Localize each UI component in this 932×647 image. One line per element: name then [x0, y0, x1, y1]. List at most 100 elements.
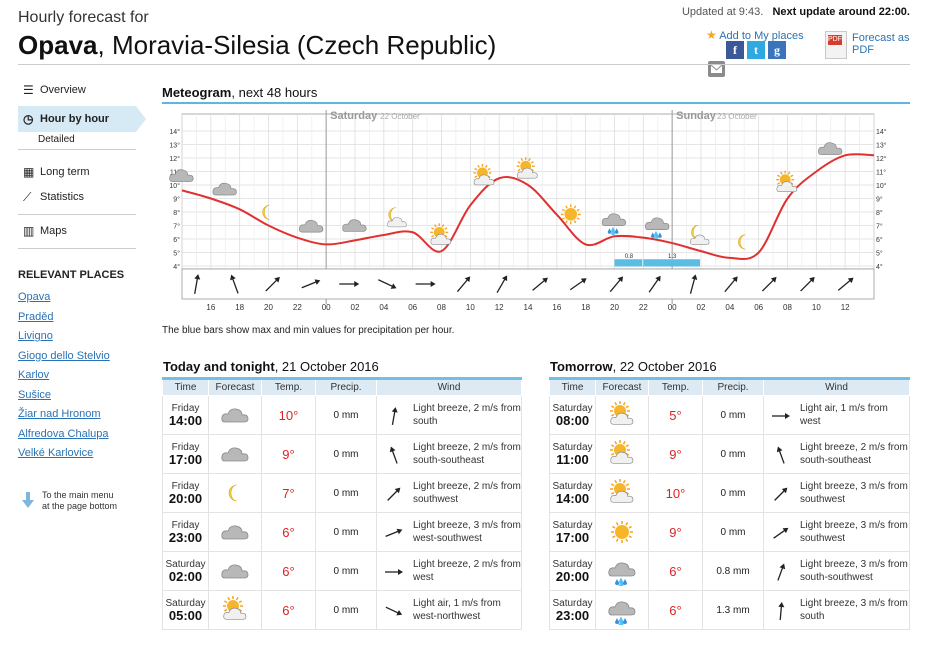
wind-arrow-icon	[837, 277, 854, 291]
weather-cloud-icon	[221, 447, 249, 462]
mail-icon[interactable]	[708, 61, 725, 77]
x-tick-label: 12	[495, 303, 504, 312]
column-header: Forecast	[595, 378, 649, 396]
row-day: Saturday	[552, 441, 593, 453]
twitter-icon[interactable]: t	[747, 41, 765, 59]
place-link[interactable]: Opava	[18, 291, 51, 303]
place-link[interactable]: Giogo dello Stelvio	[18, 349, 110, 362]
wind-arrow-icon	[230, 274, 239, 294]
pdf-link[interactable]: Forecast as PDF	[852, 32, 909, 56]
table-row: Friday 14:00 10° 0 mm Light breeze, 2 m/s…	[162, 395, 522, 435]
wind-arrow-icon	[194, 274, 201, 294]
place-link[interactable]: Karlov	[18, 369, 50, 381]
row-day: Saturday	[552, 597, 593, 609]
y-tick-label: 7°	[876, 223, 883, 231]
pdf-icon[interactable]: PDF	[825, 31, 847, 59]
wind-arrow-icon	[648, 275, 661, 293]
page-title: Opava, Moravia-Silesia (Czech Republic)	[18, 30, 496, 61]
column-header: Forecast	[208, 378, 262, 396]
wind-text: Light breeze, 3 m/s from west-southwest	[413, 520, 521, 544]
wind-arrow-icon	[778, 602, 785, 621]
day-label: Saturday	[330, 110, 378, 122]
precip-cell: 0 mm	[315, 590, 377, 630]
next-update: Next update around 22:00.	[772, 6, 910, 18]
row-day: Saturday	[552, 519, 593, 531]
place-link[interactable]: Alfredova Chalupa	[18, 427, 109, 440]
row-hour: 20:00	[555, 568, 590, 584]
relevant-places-list: Opava Praděd Livigno Giogo dello Stelvio…	[18, 291, 136, 467]
x-tick-label: 12	[841, 303, 850, 312]
chart-icon: ⟋	[23, 190, 32, 204]
place-link[interactable]: Velké Karlovice	[18, 447, 94, 459]
wind-arrow-icon	[389, 446, 398, 464]
place-link[interactable]: Livigno	[18, 330, 53, 342]
wind-arrow-icon	[569, 278, 587, 291]
wind-arrow-icon	[265, 276, 280, 292]
to-main-menu-link[interactable]: To the main menu at the page bottom	[18, 490, 136, 512]
calendar-icon: ▦	[23, 165, 35, 179]
wind-text: Light air, 1 m/s from west	[800, 403, 888, 427]
temp-cell: 9°	[648, 512, 703, 552]
tomorrow-date: , 22 October 2016	[612, 359, 717, 374]
nav-maps[interactable]: ▥ Maps	[18, 219, 136, 244]
add-to-places-link[interactable]: ★ Add to My places	[706, 28, 804, 42]
column-header: Time	[162, 378, 209, 396]
weather-rain-icon: 💧	[608, 562, 636, 586]
weather-symbol-moon-cloud-icon	[689, 224, 710, 245]
weather-symbol-sun-cloud-icon	[473, 163, 495, 186]
time-cell: Saturday 11:00	[549, 434, 596, 474]
column-header: Time	[549, 378, 596, 396]
today-table: Time Forecast Temp. Precip. Wind Friday 14:00…	[162, 377, 522, 630]
x-tick-label: 00	[322, 303, 331, 312]
temp-cell: 6°	[261, 551, 316, 591]
precip-cell: 0.8 mm	[702, 551, 764, 591]
wind-arrow-icon	[385, 606, 403, 616]
y-tick-label: 5°	[173, 250, 180, 258]
table-row: Saturday 14:00 10° 0 mm Light breeze, 3 m…	[549, 473, 910, 513]
place-link[interactable]: Žiar nad Hronom	[18, 408, 101, 420]
clock-icon: ◷	[23, 112, 34, 126]
row-day: Saturday	[552, 402, 593, 414]
wind-cell: Light breeze, 3 m/s from west-southwest	[376, 512, 522, 552]
place-link[interactable]: Sušice	[18, 388, 52, 401]
time-cell: Friday 23:00	[162, 512, 209, 552]
wind-text: Light breeze, 2 m/s from west	[413, 559, 521, 583]
list-icon: ☰	[23, 83, 34, 97]
nav-divider	[18, 214, 136, 215]
y-tick-label: 10°	[169, 182, 180, 190]
nav-overview[interactable]: ☰ Overview	[18, 78, 136, 103]
weather-moon-icon	[228, 484, 238, 502]
google-plus-icon[interactable]: g	[768, 41, 786, 59]
y-tick-label: 12°	[876, 155, 887, 163]
wind-arrow-icon	[772, 413, 790, 419]
row-hour: 08:00	[555, 412, 590, 428]
column-header: Temp.	[261, 378, 316, 396]
header-divider	[18, 64, 910, 65]
place-link[interactable]: Praděd	[18, 310, 54, 323]
x-tick-label: 18	[581, 303, 590, 312]
weather-symbol-moon-icon	[738, 234, 746, 250]
y-tick-label: 7°	[173, 223, 180, 231]
day-label: Sunday	[676, 110, 717, 122]
weather-rain-icon: 💧	[608, 601, 636, 625]
wind-cell: Light breeze, 2 m/s from south	[376, 395, 522, 435]
meteogram-heading: Meteogram, next 48 hours	[162, 85, 317, 100]
facebook-icon[interactable]: f	[726, 41, 744, 59]
weather-symbol-rain-icon: 💧	[601, 213, 627, 236]
nav-long-term[interactable]: ▦ Long term	[18, 160, 136, 185]
wind-arrow-icon	[301, 279, 321, 289]
page-subtitle: Hourly forecast for	[18, 9, 149, 26]
nav-hour-label: Hour by hour	[40, 113, 110, 125]
precip-cell: 0 mm	[702, 512, 764, 552]
time-cell: Friday 14:00	[162, 395, 209, 435]
nav-detailed[interactable]: Detailed	[18, 132, 136, 150]
temp-cell: 9°	[648, 434, 703, 474]
nav-statistics[interactable]: ⟋ Statistics	[18, 185, 136, 210]
row-hour: 05:00	[168, 607, 203, 623]
nav-hour-by-hour[interactable]: ◷ Hour by hour	[18, 106, 146, 132]
wind-arrow-icon	[774, 487, 788, 501]
forecast-cell	[595, 473, 649, 513]
wind-text: Light breeze, 2 m/s from south-southeast	[413, 442, 521, 466]
weather-cloud-icon	[221, 525, 249, 540]
weather-symbol-moon-cloud-icon	[387, 207, 407, 228]
